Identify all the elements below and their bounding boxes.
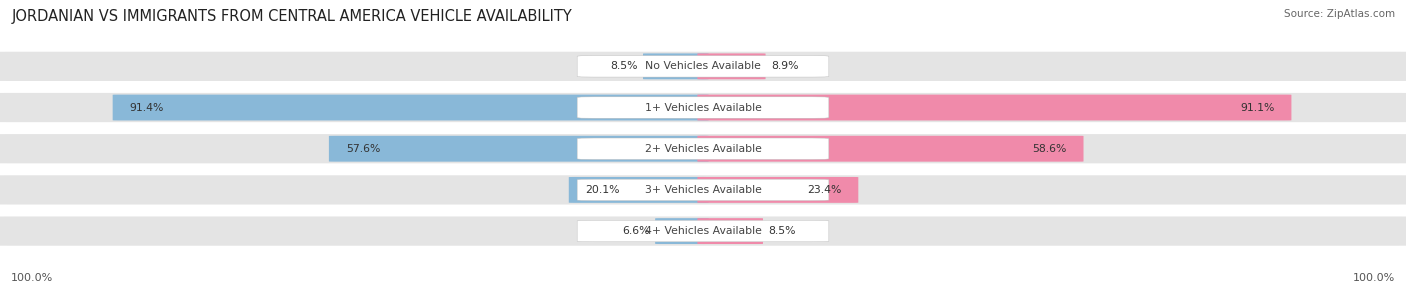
Text: 57.6%: 57.6% bbox=[346, 144, 380, 154]
FancyBboxPatch shape bbox=[329, 136, 709, 162]
FancyBboxPatch shape bbox=[0, 93, 1406, 122]
FancyBboxPatch shape bbox=[655, 218, 709, 244]
Text: 8.5%: 8.5% bbox=[610, 61, 637, 71]
Text: 100.0%: 100.0% bbox=[1353, 273, 1395, 283]
FancyBboxPatch shape bbox=[697, 53, 765, 79]
FancyBboxPatch shape bbox=[697, 136, 1084, 162]
FancyBboxPatch shape bbox=[697, 95, 1292, 120]
FancyBboxPatch shape bbox=[697, 177, 858, 203]
Text: 100.0%: 100.0% bbox=[11, 273, 53, 283]
FancyBboxPatch shape bbox=[112, 95, 709, 120]
Text: Source: ZipAtlas.com: Source: ZipAtlas.com bbox=[1284, 9, 1395, 19]
Text: 23.4%: 23.4% bbox=[807, 185, 841, 195]
Text: 6.6%: 6.6% bbox=[621, 226, 650, 236]
Text: 20.1%: 20.1% bbox=[586, 185, 620, 195]
Text: 1+ Vehicles Available: 1+ Vehicles Available bbox=[644, 103, 762, 112]
Text: 91.1%: 91.1% bbox=[1240, 103, 1275, 112]
FancyBboxPatch shape bbox=[0, 52, 1406, 81]
Text: 3+ Vehicles Available: 3+ Vehicles Available bbox=[644, 185, 762, 195]
FancyBboxPatch shape bbox=[578, 179, 828, 200]
FancyBboxPatch shape bbox=[578, 97, 828, 118]
Text: JORDANIAN VS IMMIGRANTS FROM CENTRAL AMERICA VEHICLE AVAILABILITY: JORDANIAN VS IMMIGRANTS FROM CENTRAL AME… bbox=[11, 9, 572, 23]
FancyBboxPatch shape bbox=[643, 53, 709, 79]
Text: 4+ Vehicles Available: 4+ Vehicles Available bbox=[644, 226, 762, 236]
FancyBboxPatch shape bbox=[0, 175, 1406, 204]
FancyBboxPatch shape bbox=[569, 177, 709, 203]
FancyBboxPatch shape bbox=[697, 218, 763, 244]
Text: 8.9%: 8.9% bbox=[770, 61, 799, 71]
Text: 91.4%: 91.4% bbox=[129, 103, 165, 112]
FancyBboxPatch shape bbox=[578, 221, 828, 242]
Text: No Vehicles Available: No Vehicles Available bbox=[645, 61, 761, 71]
Text: 2+ Vehicles Available: 2+ Vehicles Available bbox=[644, 144, 762, 154]
FancyBboxPatch shape bbox=[0, 217, 1406, 246]
Text: 8.5%: 8.5% bbox=[769, 226, 796, 236]
Text: 58.6%: 58.6% bbox=[1032, 144, 1067, 154]
FancyBboxPatch shape bbox=[578, 56, 828, 77]
FancyBboxPatch shape bbox=[0, 134, 1406, 163]
FancyBboxPatch shape bbox=[578, 138, 828, 159]
